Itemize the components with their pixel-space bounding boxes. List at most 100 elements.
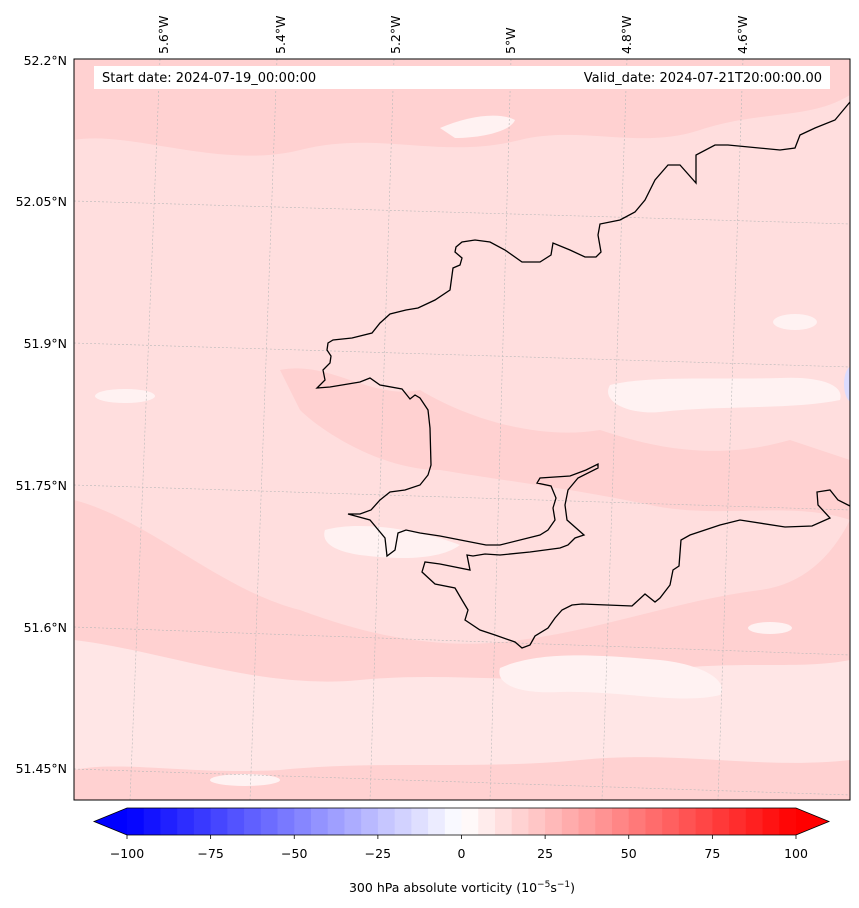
colorbar-cell: [494, 808, 513, 835]
parallel-line: [74, 768, 850, 796]
colorbar-tick-label: −50: [281, 846, 307, 861]
colorbar-cell: [561, 808, 580, 835]
colorbar-cell: [310, 808, 329, 835]
colorbar-label-mid: s: [550, 880, 557, 895]
colorbar-cell: [444, 808, 463, 835]
colorbar-tick-label: −100: [110, 846, 144, 861]
colorbar-cell: [294, 808, 312, 835]
colorbar-cell: [344, 808, 362, 835]
colorbar-cell: [260, 808, 279, 835]
longitude-labels: 5.6°W 5.4°W 5.2°W 5°W 4.8°W 4.6°W: [156, 16, 750, 55]
colorbar-cell: [227, 808, 245, 835]
parallel-line: [74, 200, 850, 225]
colorbar-cell: [745, 808, 764, 835]
contour-weak-patch-south-small: [210, 774, 280, 786]
colorbar-tick-label: −75: [197, 846, 223, 861]
colorbar-label: 300 hPa absolute vorticity (10−5s−1): [349, 880, 575, 895]
colorbar-extend-low: [94, 808, 127, 835]
colorbar-cell: [511, 808, 530, 835]
colorbar-cell: [143, 808, 162, 835]
contour-weak-patch-bay: [324, 525, 460, 558]
vorticity-contours: [74, 60, 850, 800]
map-panel: [74, 59, 850, 800]
colorbar-cell: [628, 808, 647, 835]
colorbar-cell: [779, 808, 797, 835]
colorbar-extend-high: [796, 808, 829, 835]
colorbar-cell: [762, 808, 780, 835]
meridian-line: [717, 59, 744, 800]
colorbar-cell: [127, 808, 145, 835]
colorbar-cell: [645, 808, 663, 835]
meridian-line: [369, 59, 395, 800]
colorbar-cell: [428, 808, 446, 835]
colorbar-cell: [545, 808, 563, 835]
lon-label: 5.6°W: [156, 16, 171, 55]
colorbar-cell: [678, 808, 697, 835]
colorbar-tick-label: 75: [704, 846, 720, 861]
colorbar-cell: [377, 808, 396, 835]
graticule: [74, 59, 850, 800]
colorbar-cell: [595, 808, 613, 835]
colorbar-cells: [127, 808, 797, 835]
colorbar-label-exp1: −5: [537, 880, 550, 890]
contour-weak-patch-northeast: [440, 115, 515, 138]
colorbar-cell: [695, 808, 713, 835]
colorbar-tick-label: 100: [784, 846, 808, 861]
colorbar-cell: [210, 808, 228, 835]
date-label-box: [94, 66, 830, 89]
lat-label: 51.6°N: [24, 620, 67, 635]
lat-label: 52.05°N: [16, 194, 67, 209]
colorbar-cell: [361, 808, 379, 835]
colorbar-cell: [662, 808, 680, 835]
colorbar-cell: [578, 808, 596, 835]
parallel-line: [74, 484, 850, 511]
lat-label: 51.9°N: [24, 336, 67, 351]
colorbar-cell: [244, 808, 262, 835]
colorbar-label-end: ): [570, 880, 575, 895]
meridian-line: [249, 59, 278, 800]
lon-label: 5°W: [503, 27, 518, 54]
colorbar-cell: [193, 808, 212, 835]
colorbar-cell: [528, 808, 546, 835]
contour-weak-patch-south: [499, 655, 722, 699]
colorbar-label-exp2: −1: [557, 880, 570, 890]
colorbar-cell: [461, 808, 479, 835]
colorbar-cell: [411, 808, 429, 835]
lat-label: 51.75°N: [16, 478, 67, 493]
colorbar-cell: [277, 808, 295, 835]
parallel-line: [74, 626, 850, 656]
contour-stronger-band-central: [280, 368, 850, 520]
lon-label: 4.6°W: [735, 16, 750, 55]
lat-label: 52.2°N: [24, 53, 67, 68]
meridian-line: [489, 59, 512, 800]
colorbar-ticks: −100 −75 −50 −25 0 25 50 75 100: [110, 835, 808, 861]
colorbar-tick-label: 25: [537, 846, 553, 861]
colorbar-tick-label: 50: [621, 846, 637, 861]
map-frame: [73, 58, 851, 801]
colorbar-cell: [612, 808, 630, 835]
lon-label: 4.8°W: [619, 16, 634, 55]
coastline: [315, 101, 850, 649]
lon-label: 5.2°W: [388, 16, 403, 55]
parallel-line: [74, 342, 850, 368]
colorbar-cell: [729, 808, 747, 835]
contour-weak-patch-southeast-small: [748, 622, 792, 634]
colorbar-tick-label: 0: [458, 846, 466, 861]
meridian-line: [601, 59, 628, 800]
colorbar-label-main: 300 hPa absolute vorticity (10: [349, 880, 537, 895]
colorbar-tick-label: −25: [365, 846, 391, 861]
valid-date-label: Valid_date: 2024-07-21T20:00:00.00: [584, 71, 822, 86]
colorbar: −100 −75 −50 −25 0 25 50 75 100 300 hPa absolute…: [92, 807, 831, 895]
contour-weak-patch-west: [95, 389, 155, 403]
colorbar-cell: [327, 808, 346, 835]
start-date-label: Start date: 2024-07-19_00:00:00: [102, 71, 316, 86]
contour-weak-patch-east: [608, 377, 841, 413]
contour-negative-patch-east: [844, 366, 850, 402]
lat-label: 51.45°N: [16, 761, 67, 776]
colorbar-cell: [160, 808, 178, 835]
colorbar-cell: [478, 808, 496, 835]
colorbar-cell: [394, 808, 412, 835]
colorbar-cell: [177, 808, 195, 835]
contour-weak-patch-east-small: [773, 314, 817, 330]
